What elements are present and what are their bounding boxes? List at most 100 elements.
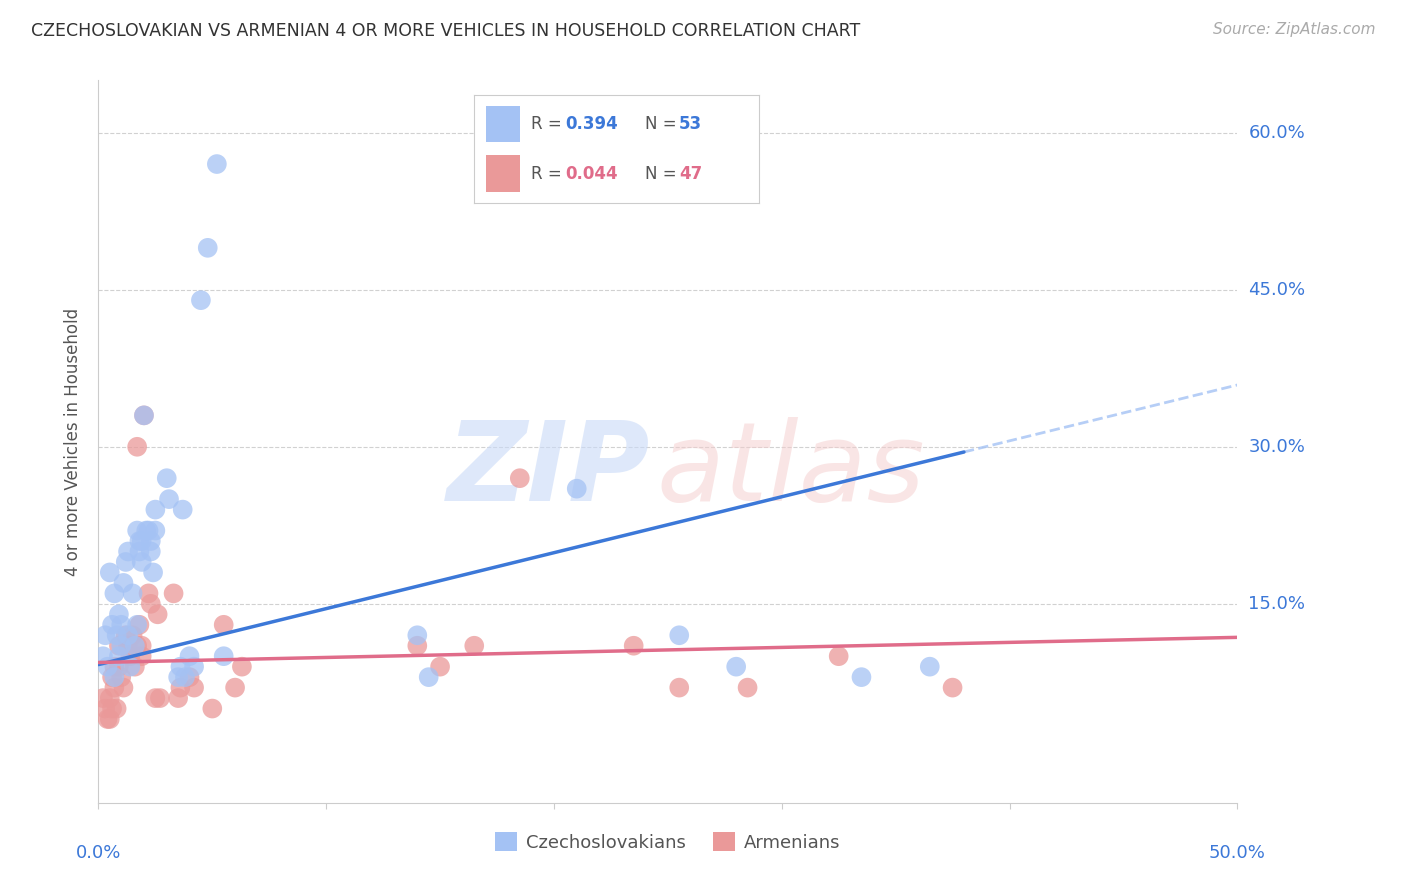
Point bbox=[132, 409, 155, 423]
Point bbox=[91, 691, 114, 706]
Point bbox=[124, 659, 146, 673]
Point bbox=[94, 701, 117, 715]
Point bbox=[224, 681, 246, 695]
Point bbox=[110, 639, 132, 653]
Point bbox=[429, 659, 451, 673]
Point bbox=[103, 670, 125, 684]
Point bbox=[101, 617, 124, 632]
Point bbox=[138, 586, 160, 600]
Point bbox=[128, 534, 150, 549]
Point bbox=[114, 555, 136, 569]
Point bbox=[918, 659, 941, 673]
Legend: Czechoslovakians, Armenians: Czechoslovakians, Armenians bbox=[488, 825, 848, 859]
Point bbox=[668, 628, 690, 642]
Point bbox=[105, 701, 128, 715]
Point bbox=[110, 617, 132, 632]
Point bbox=[108, 607, 131, 622]
Point bbox=[103, 659, 125, 673]
Point bbox=[179, 649, 201, 664]
Point bbox=[737, 681, 759, 695]
Point bbox=[162, 586, 184, 600]
Point bbox=[231, 659, 253, 673]
Point bbox=[183, 681, 205, 695]
Text: 0.0%: 0.0% bbox=[76, 845, 121, 863]
Point bbox=[101, 670, 124, 684]
Point bbox=[131, 534, 153, 549]
Point bbox=[108, 649, 131, 664]
Point bbox=[167, 691, 190, 706]
Text: CZECHOSLOVAKIAN VS ARMENIAN 4 OR MORE VEHICLES IN HOUSEHOLD CORRELATION CHART: CZECHOSLOVAKIAN VS ARMENIAN 4 OR MORE VE… bbox=[31, 22, 860, 40]
Point bbox=[179, 670, 201, 684]
Text: 30.0%: 30.0% bbox=[1249, 438, 1305, 456]
Point bbox=[418, 670, 440, 684]
Point bbox=[146, 607, 169, 622]
Point bbox=[565, 482, 588, 496]
Point bbox=[112, 681, 135, 695]
Point bbox=[132, 409, 155, 423]
Point bbox=[169, 681, 191, 695]
Point bbox=[942, 681, 965, 695]
Point bbox=[101, 701, 124, 715]
Point bbox=[121, 586, 143, 600]
Point bbox=[167, 670, 190, 684]
Point bbox=[157, 492, 180, 507]
Point bbox=[138, 524, 160, 538]
Point bbox=[120, 649, 142, 664]
Point bbox=[112, 575, 135, 590]
Text: Source: ZipAtlas.com: Source: ZipAtlas.com bbox=[1212, 22, 1375, 37]
Point bbox=[117, 628, 139, 642]
Point bbox=[131, 639, 153, 653]
Point bbox=[205, 157, 228, 171]
Point bbox=[108, 639, 131, 653]
Point bbox=[851, 670, 873, 684]
Point bbox=[190, 293, 212, 308]
Point bbox=[145, 524, 167, 538]
Point bbox=[128, 617, 150, 632]
Point bbox=[197, 241, 219, 255]
Point bbox=[105, 628, 128, 642]
Point bbox=[139, 597, 162, 611]
Point bbox=[117, 544, 139, 558]
Point bbox=[212, 617, 235, 632]
Point bbox=[96, 712, 118, 726]
Point bbox=[120, 659, 142, 673]
Point bbox=[668, 681, 690, 695]
Point bbox=[145, 502, 167, 516]
Point bbox=[142, 566, 165, 580]
Point bbox=[131, 555, 153, 569]
Y-axis label: 4 or more Vehicles in Household: 4 or more Vehicles in Household bbox=[65, 308, 83, 575]
Point bbox=[114, 628, 136, 642]
Point bbox=[201, 701, 224, 715]
Point bbox=[139, 544, 162, 558]
Text: 60.0%: 60.0% bbox=[1249, 124, 1305, 142]
Point bbox=[110, 670, 132, 684]
Point bbox=[623, 639, 645, 653]
Point bbox=[127, 617, 149, 632]
Point bbox=[124, 639, 146, 653]
Point bbox=[169, 659, 191, 673]
Point bbox=[94, 628, 117, 642]
Text: ZIP: ZIP bbox=[447, 417, 651, 524]
Point bbox=[135, 524, 157, 538]
Point bbox=[131, 649, 153, 664]
Point bbox=[127, 440, 149, 454]
Point bbox=[128, 544, 150, 558]
Point bbox=[172, 502, 194, 516]
Point bbox=[406, 628, 429, 642]
Point bbox=[463, 639, 485, 653]
Point bbox=[725, 659, 748, 673]
Point bbox=[103, 586, 125, 600]
Point bbox=[103, 681, 125, 695]
Point bbox=[828, 649, 851, 664]
Point bbox=[149, 691, 172, 706]
Point bbox=[98, 566, 121, 580]
Point bbox=[91, 649, 114, 664]
Point bbox=[117, 639, 139, 653]
Point bbox=[145, 691, 167, 706]
Point bbox=[212, 649, 235, 664]
Point bbox=[121, 628, 143, 642]
Point bbox=[406, 639, 429, 653]
Point bbox=[96, 659, 118, 673]
Text: 15.0%: 15.0% bbox=[1249, 595, 1305, 613]
Point bbox=[156, 471, 179, 485]
